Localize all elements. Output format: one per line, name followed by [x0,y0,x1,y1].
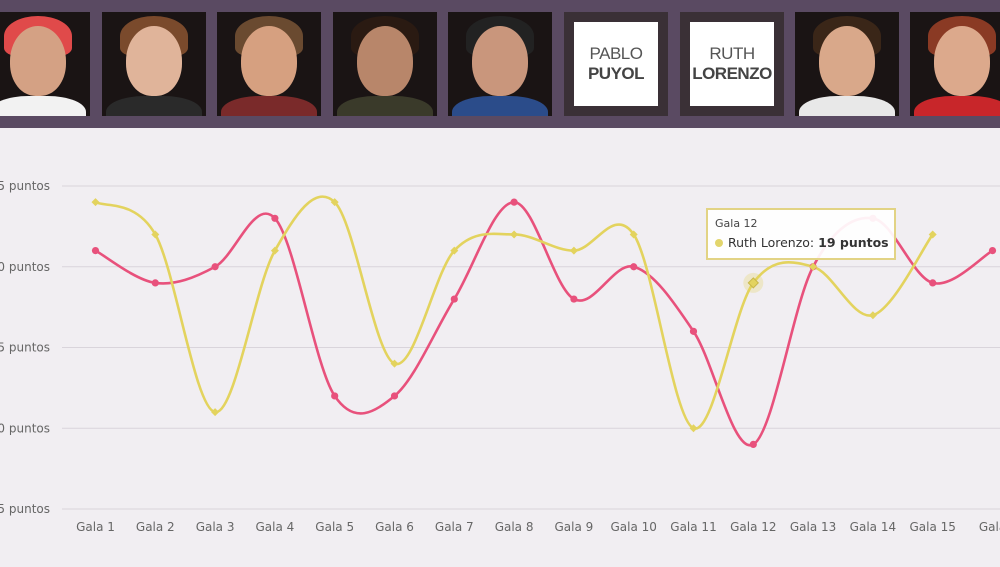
x-tick-label: Gala 15 [909,520,955,534]
x-tick-label: Gala [979,520,1000,534]
line-chart: 5 puntos 0 puntos 5 puntos 0 puntos 5 puntos… [0,179,1000,534]
tooltip-title: Gala 12 [715,217,758,230]
x-tick-label: Gala 12 [730,520,776,534]
contestant-portrait-4[interactable] [333,12,437,116]
data-point [988,247,997,255]
contestant-strip: PABLO PUYOL RUTH LORENZO [0,0,1000,128]
chart-tooltip: Gala 12 Ruth Lorenzo: 19 puntos [706,208,896,260]
name-card-last: PUYOL [587,64,645,83]
contestant-portrait-2[interactable] [102,12,206,116]
data-point [390,392,399,400]
x-tick-label: Gala 11 [670,520,716,534]
data-point [390,359,399,368]
data-point [809,262,818,271]
data-point [928,230,937,239]
data-point [91,247,100,255]
contestant-name-card-6[interactable]: PABLO PUYOL [574,22,658,106]
portrait-face [472,26,528,96]
data-point [211,263,219,271]
data-point [211,408,220,417]
x-tick-label: Gala 9 [555,520,594,534]
tooltip-value: 19 puntos [818,235,889,250]
portrait-body [106,96,202,116]
y-tick-label: 5 puntos [0,502,50,516]
data-point [271,214,279,222]
portrait-body [799,96,895,116]
hover-point [747,277,760,289]
tooltip-series-label: Ruth Lorenzo: [728,235,815,250]
data-point [450,246,459,255]
y-tick-label: 5 puntos [0,179,50,193]
portrait-face [10,26,66,96]
data-point [689,424,698,433]
portrait-body [914,96,1000,116]
data-point [629,230,638,239]
data-point [868,311,877,320]
data-point [510,230,519,239]
data-point [929,279,937,287]
portrait-body [337,96,433,116]
series-line-2 [94,195,934,430]
data-point [689,327,698,335]
portrait-body [221,96,317,116]
data-point [91,198,100,207]
data-point [570,295,578,303]
x-tick-label: Gala 13 [790,520,836,534]
data-point [450,295,458,303]
contestant-portrait-1[interactable] [0,12,90,116]
data-point [151,279,159,287]
data-point [270,246,279,255]
x-tick-label: Gala 2 [136,520,175,534]
x-tick-label: Gala 14 [850,520,896,534]
y-tick-label: 0 puntos [0,260,50,274]
portrait-face [126,26,182,96]
name-card-first: RUTH [709,44,755,63]
data-point [569,246,578,255]
portrait-face [819,26,875,96]
data-point [630,263,638,271]
tooltip-series-dot [715,239,723,247]
data-point [331,392,339,400]
name-card-last: LORENZO [692,64,772,83]
x-tick-label: Gala 3 [196,520,235,534]
contestant-portrait-5[interactable] [448,12,552,116]
portrait-body [452,96,548,116]
contestant-name-card-7[interactable]: RUTH LORENZO [690,22,774,106]
x-tick-label: Gala 8 [495,520,534,534]
x-tick-label: Gala 10 [610,520,656,534]
data-point [749,440,757,448]
x-tick-label: Gala 7 [435,520,474,534]
portrait-face [241,26,297,96]
x-tick-label: Gala 6 [375,520,414,534]
x-tick-label: Gala 5 [315,520,354,534]
tooltip-line: Ruth Lorenzo: 19 puntos [715,235,889,250]
x-tick-label: Gala 4 [256,520,295,534]
data-point [330,198,339,207]
contestant-portrait-3[interactable] [217,12,321,116]
data-point [510,198,518,206]
portrait-body [0,96,86,116]
portrait-face [357,26,413,96]
y-tick-label: 0 puntos [0,421,50,435]
contestant-portrait-8[interactable] [795,12,899,116]
name-card-first: PABLO [589,44,643,63]
y-tick-label: 5 puntos [0,341,50,355]
contestant-portrait-9[interactable] [910,12,1000,116]
data-point [151,230,160,239]
portrait-face [934,26,990,96]
x-tick-label: Gala 1 [76,520,115,534]
